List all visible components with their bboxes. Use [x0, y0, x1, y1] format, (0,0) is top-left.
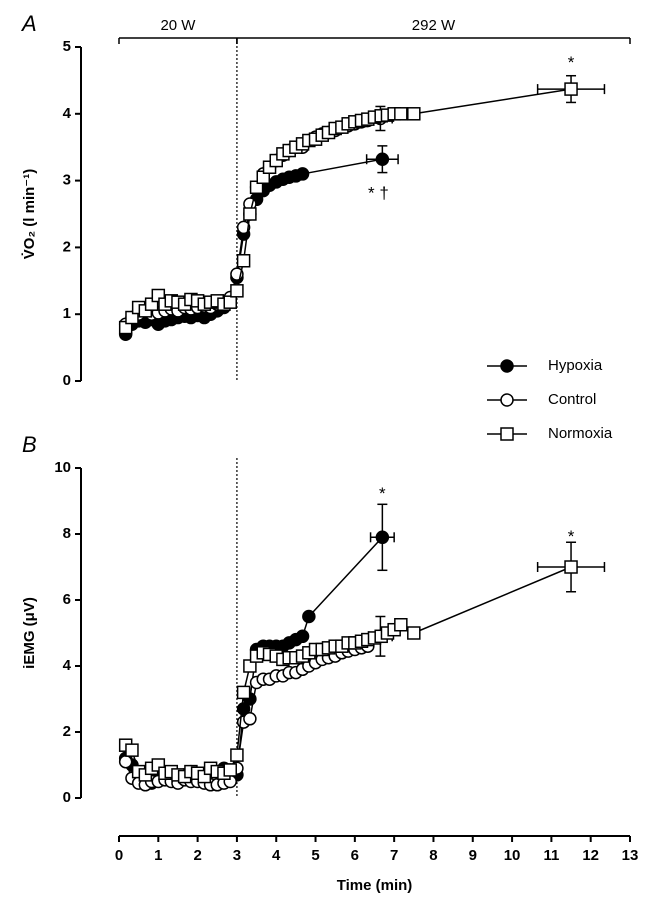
- legend-marker: [500, 393, 514, 407]
- phase-label: 292 W: [412, 17, 456, 34]
- marker: [230, 748, 244, 762]
- x-axis-label: Time (min): [337, 877, 413, 894]
- marker: [407, 626, 421, 640]
- marker: [564, 560, 578, 574]
- marker: [236, 685, 251, 700]
- x-tick-label: 6: [351, 847, 359, 864]
- x-tick-label: 5: [311, 847, 319, 864]
- marker: [223, 295, 237, 309]
- y-tick-label: 1: [63, 305, 71, 322]
- marker: [118, 754, 133, 769]
- marker: [243, 712, 257, 726]
- marker: [394, 107, 408, 121]
- legend-label: Normoxia: [548, 425, 613, 442]
- y-tick-label: 4: [63, 657, 72, 674]
- marker: [236, 254, 251, 268]
- phase-label: 20 W: [160, 17, 196, 34]
- y-tick-label: 0: [63, 372, 71, 389]
- marker: [236, 702, 251, 716]
- y-tick-label: 5: [63, 38, 71, 55]
- panel-label: A: [20, 11, 37, 36]
- legend-label: Hypoxia: [548, 357, 603, 374]
- x-tick-label: 11: [543, 847, 559, 864]
- marker: [295, 629, 310, 644]
- x-tick-label: 12: [582, 847, 599, 864]
- y-tick-label: 6: [63, 591, 71, 608]
- series-line: [125, 566, 572, 778]
- y-tick-label: 2: [63, 723, 71, 740]
- annotation: *: [568, 527, 575, 546]
- y-axis-label: iEMG (μV): [21, 597, 38, 669]
- legend-marker: [500, 427, 514, 441]
- x-tick-label: 3: [233, 847, 241, 864]
- marker: [223, 763, 237, 777]
- x-tick-label: 2: [193, 847, 201, 864]
- x-tick-label: 8: [429, 847, 437, 864]
- marker: [302, 609, 316, 624]
- x-tick-label: 9: [469, 847, 477, 864]
- marker: [295, 167, 310, 181]
- x-tick-label: 7: [390, 847, 398, 864]
- annotation: * †: [368, 183, 389, 202]
- marker: [394, 618, 408, 632]
- y-tick-label: 10: [54, 459, 71, 476]
- marker: [243, 207, 257, 221]
- marker: [125, 743, 139, 757]
- y-axis-label: V̇O₂ (l min⁻¹): [21, 169, 38, 259]
- x-tick-label: 1: [154, 847, 162, 864]
- y-tick-label: 4: [63, 105, 72, 122]
- y-tick-label: 8: [63, 525, 71, 542]
- x-tick-label: 4: [272, 847, 281, 864]
- y-tick-label: 2: [63, 238, 71, 255]
- marker: [236, 220, 251, 235]
- annotation: *: [379, 484, 386, 503]
- annotation: *: [568, 53, 575, 72]
- marker: [375, 530, 390, 545]
- marker: [407, 107, 421, 121]
- marker: [230, 284, 244, 298]
- x-tick-label: 10: [504, 847, 521, 864]
- y-tick-label: 3: [63, 172, 71, 189]
- legend-marker: [500, 359, 514, 373]
- legend-label: Control: [548, 391, 596, 408]
- x-tick-label: 13: [622, 847, 639, 864]
- x-tick-label: 0: [115, 847, 123, 864]
- panel-label: B: [22, 432, 37, 457]
- y-tick-label: 0: [63, 789, 71, 806]
- marker: [375, 152, 390, 166]
- marker: [564, 82, 578, 96]
